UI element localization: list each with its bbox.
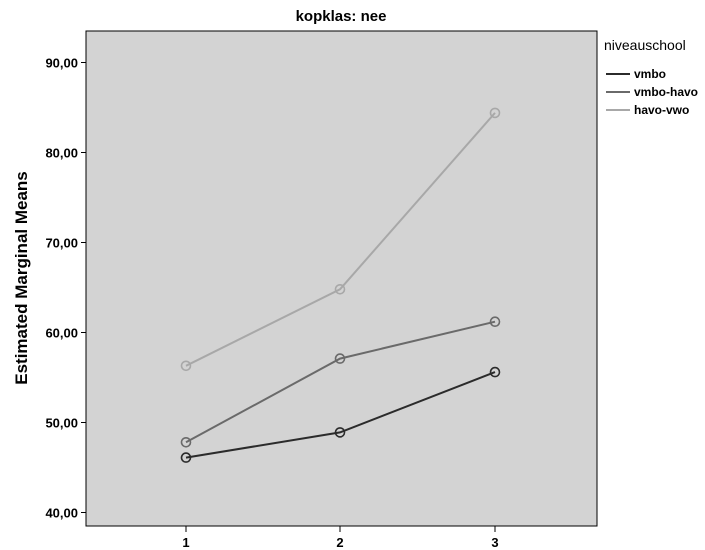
y-axis-ticks: 40,00 50,00 60,00 70,00 80,00 90,00 bbox=[45, 56, 86, 521]
legend-title: niveauschool bbox=[604, 37, 686, 53]
x-axis-ticks: 1 2 3 bbox=[182, 526, 499, 550]
data-point-vmbo-havo bbox=[180, 436, 192, 448]
plot-area bbox=[85, 30, 598, 527]
series-line-vmbo-havo bbox=[185, 320, 496, 444]
data-point-vmbo-havo bbox=[334, 353, 346, 364]
data-point-havo-vwo bbox=[489, 107, 501, 119]
legend-label: vmbo-havo bbox=[634, 85, 698, 99]
y-axis-label: Estimated Marginal Means bbox=[12, 171, 31, 385]
y-tick-label: 90,00 bbox=[45, 56, 78, 71]
y-tick-label: 40,00 bbox=[45, 506, 78, 521]
y-tick-label: 70,00 bbox=[45, 236, 78, 251]
y-tick-label: 50,00 bbox=[45, 416, 78, 431]
data-point-vmbo bbox=[334, 427, 346, 438]
data-point-vmbo-havo bbox=[489, 316, 501, 328]
y-tick-label: 60,00 bbox=[45, 326, 78, 341]
data-point-havo-vwo bbox=[334, 283, 346, 295]
x-tick-label: 3 bbox=[491, 535, 498, 550]
legend-label: havo-vwo bbox=[634, 103, 689, 117]
legend: niveauschool vmbo vmbo-havo havo-vwo bbox=[604, 37, 698, 117]
y-tick-label: 80,00 bbox=[45, 146, 78, 161]
x-tick-label: 1 bbox=[182, 535, 189, 550]
x-tick-label: 2 bbox=[336, 535, 343, 550]
series-line-vmbo bbox=[185, 371, 496, 459]
series-line-havo-vwo bbox=[185, 112, 496, 367]
data-point-vmbo bbox=[180, 452, 192, 463]
legend-label: vmbo bbox=[634, 67, 666, 81]
chart-title: kopklas: nee bbox=[296, 8, 387, 25]
data-point-vmbo bbox=[489, 366, 501, 378]
series-lines bbox=[180, 107, 501, 463]
data-point-havo-vwo bbox=[180, 360, 192, 372]
